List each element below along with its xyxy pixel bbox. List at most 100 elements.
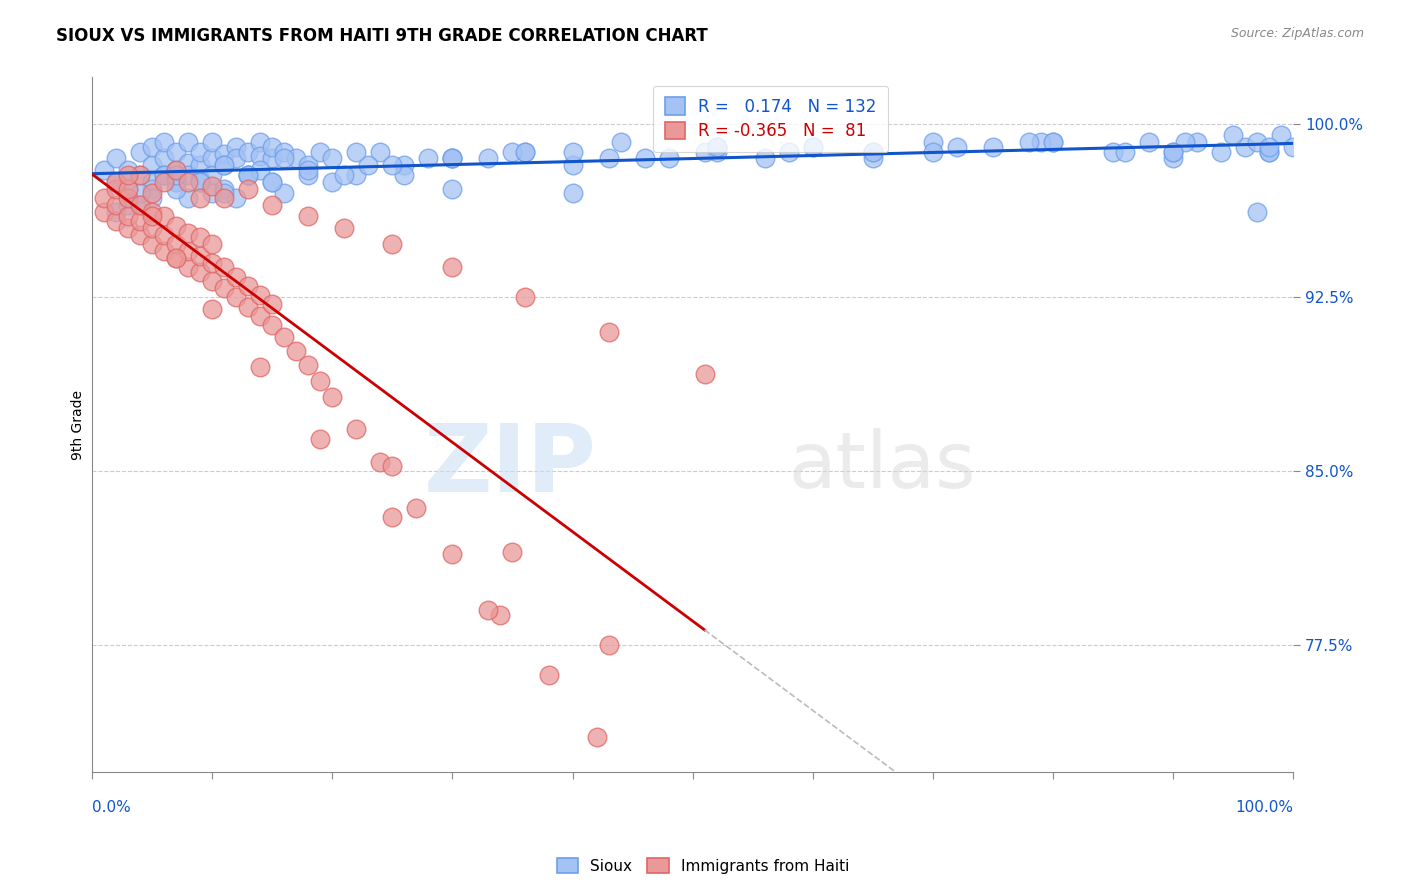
- Point: [273, 186, 295, 201]
- Point: [249, 359, 271, 374]
- Point: [706, 145, 728, 159]
- Point: [778, 145, 800, 159]
- Point: [381, 459, 404, 474]
- Point: [141, 237, 163, 252]
- Point: [862, 145, 884, 159]
- Point: [129, 198, 152, 212]
- Point: [105, 181, 128, 195]
- Point: [1137, 135, 1160, 149]
- Point: [862, 152, 884, 166]
- Point: [141, 210, 163, 224]
- Point: [441, 152, 464, 166]
- Point: [177, 191, 200, 205]
- Point: [1209, 145, 1232, 159]
- Point: [201, 186, 224, 201]
- Y-axis label: 9th Grade: 9th Grade: [72, 390, 86, 459]
- Point: [105, 152, 128, 166]
- Point: [129, 145, 152, 159]
- Point: [188, 145, 211, 159]
- Point: [561, 145, 583, 159]
- Point: [598, 152, 620, 166]
- Point: [321, 152, 343, 166]
- Point: [489, 607, 512, 622]
- Point: [105, 214, 128, 228]
- Point: [117, 221, 139, 235]
- Point: [262, 318, 284, 333]
- Point: [309, 432, 332, 446]
- Point: [188, 175, 211, 189]
- Point: [165, 251, 187, 265]
- Point: [249, 288, 271, 302]
- Point: [344, 168, 367, 182]
- Point: [441, 152, 464, 166]
- Point: [188, 158, 211, 172]
- Point: [561, 186, 583, 201]
- Point: [1161, 145, 1184, 159]
- Point: [285, 152, 308, 166]
- Point: [201, 237, 224, 252]
- Text: ZIP: ZIP: [423, 420, 596, 512]
- Point: [188, 265, 211, 279]
- Point: [214, 158, 236, 172]
- Point: [321, 390, 343, 404]
- Point: [105, 198, 128, 212]
- Point: [754, 152, 776, 166]
- Point: [117, 191, 139, 205]
- Point: [249, 149, 271, 163]
- Point: [921, 145, 943, 159]
- Point: [477, 152, 499, 166]
- Point: [214, 146, 236, 161]
- Point: [141, 221, 163, 235]
- Point: [1042, 135, 1064, 149]
- Point: [238, 145, 260, 159]
- Point: [862, 145, 884, 159]
- Point: [165, 181, 187, 195]
- Point: [273, 145, 295, 159]
- Point: [117, 168, 139, 182]
- Point: [225, 152, 247, 166]
- Point: [441, 181, 464, 195]
- Point: [201, 301, 224, 316]
- Point: [693, 145, 716, 159]
- Point: [418, 152, 440, 166]
- Point: [1161, 152, 1184, 166]
- Point: [309, 374, 332, 388]
- Point: [706, 140, 728, 154]
- Point: [214, 260, 236, 275]
- Point: [177, 260, 200, 275]
- Point: [165, 175, 187, 189]
- Point: [165, 175, 187, 189]
- Point: [297, 358, 319, 372]
- Point: [177, 168, 200, 182]
- Point: [1222, 128, 1244, 143]
- Point: [238, 168, 260, 182]
- Point: [946, 140, 969, 154]
- Text: 100.0%: 100.0%: [1234, 800, 1294, 815]
- Point: [117, 191, 139, 205]
- Point: [117, 181, 139, 195]
- Point: [477, 603, 499, 617]
- Point: [141, 175, 163, 189]
- Point: [344, 422, 367, 436]
- Point: [1258, 145, 1281, 159]
- Point: [129, 168, 152, 182]
- Point: [1234, 140, 1257, 154]
- Point: [394, 168, 416, 182]
- Point: [129, 214, 152, 228]
- Point: [585, 731, 607, 745]
- Point: [441, 260, 464, 275]
- Point: [1246, 135, 1268, 149]
- Point: [370, 455, 392, 469]
- Point: [238, 278, 260, 293]
- Point: [285, 343, 308, 358]
- Point: [262, 198, 284, 212]
- Point: [297, 158, 319, 172]
- Point: [273, 152, 295, 166]
- Point: [262, 175, 284, 189]
- Point: [214, 191, 236, 205]
- Point: [321, 175, 343, 189]
- Point: [598, 638, 620, 652]
- Point: [333, 221, 356, 235]
- Point: [141, 140, 163, 154]
- Point: [105, 175, 128, 189]
